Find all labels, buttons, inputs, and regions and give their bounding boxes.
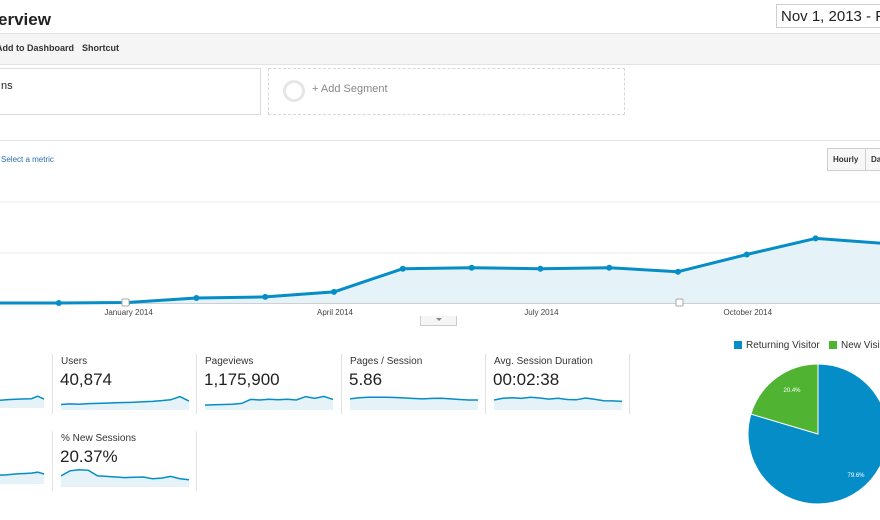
metric-divider <box>196 431 197 491</box>
annotation-marker-icon[interactable] <box>675 298 684 307</box>
sparkline-line <box>494 396 623 403</box>
report-toolbar: Add to Dashboard Shortcut <box>0 33 880 65</box>
section-divider <box>0 140 880 141</box>
chart-data-point[interactable] <box>537 265 544 272</box>
pie-slice[interactable] <box>750 364 819 435</box>
chart-data-point[interactable] <box>468 264 475 271</box>
annotation-marker-icon[interactable] <box>121 298 130 307</box>
sparkline-area <box>0 472 44 484</box>
sessions-line-chart: January 2014 April 2014 July 2014 October 2… <box>0 201 880 317</box>
hourly-button[interactable]: Hourly <box>827 148 866 171</box>
add-segment-label: + Add Segment <box>312 83 388 95</box>
metric-new-sessions[interactable]: % New Sessions 20.37% <box>52 431 197 491</box>
chart-data-point[interactable] <box>55 300 62 306</box>
select-metric-link[interactable]: Select a metric <box>1 155 54 164</box>
x-tick-label: April 2014 <box>317 308 354 317</box>
chart-data-point[interactable] <box>812 235 819 242</box>
metric-label: % New Sessions <box>61 433 137 444</box>
metric-value: 1,175,900 <box>204 370 280 389</box>
page-title: erview <box>0 10 51 29</box>
metric-divider <box>629 354 630 414</box>
chevron-down-icon <box>436 318 442 321</box>
metric-sparkline <box>205 395 334 410</box>
metric-sparkline <box>494 396 623 410</box>
chart-data-point[interactable] <box>331 288 337 295</box>
pie-slice-label: 79.6% <box>847 473 865 479</box>
chart-expand-handle[interactable] <box>420 316 457 326</box>
chart-data-point[interactable] <box>193 295 200 301</box>
legend-label: Returning Visitor <box>746 340 820 351</box>
metric-avg-session-duration[interactable]: Avg. Session Duration 00:02:38 <box>485 354 630 414</box>
metric-pages-per-session[interactable]: Pages / Session 5.86 <box>341 354 486 414</box>
sparkline-line <box>350 396 478 401</box>
add-to-dashboard-button[interactable]: Add to Dashboard <box>0 43 74 53</box>
sparkline-area <box>61 396 189 410</box>
metric-sparkline-cutoff <box>0 471 45 484</box>
visitor-type-pie-chart: 79.6% 20.4% <box>748 364 880 505</box>
x-tick-label: October 2014 <box>724 308 773 317</box>
metric-value: 5.86 <box>349 370 383 389</box>
metric-value: 20.37% <box>60 447 118 466</box>
metric-sparkline <box>61 395 190 410</box>
chart-data-point[interactable] <box>262 293 269 300</box>
pie-slice-label: 20.4% <box>783 388 801 394</box>
metric-value: 40,874 <box>60 370 112 389</box>
metric-pageviews[interactable]: Pageviews 1,175,900 <box>196 354 341 414</box>
sparkline-area <box>0 396 44 408</box>
x-tick-label: July 2014 <box>524 308 559 317</box>
metric-sparkline-cutoff <box>0 395 45 408</box>
day-button[interactable]: Da <box>865 148 880 171</box>
add-segment-circle-icon <box>283 80 305 102</box>
sparkline-line <box>0 395 45 402</box>
metric-sparkline <box>61 468 190 487</box>
chart-data-point[interactable] <box>743 251 750 258</box>
metric-sparkline <box>350 396 478 410</box>
legend-item-new-visitor[interactable]: New Visitor <box>829 340 880 351</box>
chart-data-point[interactable] <box>675 268 681 275</box>
legend-item-returning-visitor[interactable]: Returning Visitor <box>734 340 820 351</box>
date-range-picker[interactable]: Nov 1, 2013 - Fe <box>776 4 880 28</box>
sparkline-line <box>61 395 190 406</box>
sparkline-line <box>0 471 45 476</box>
sparkline-line <box>205 395 334 406</box>
sparkline-area <box>494 397 622 410</box>
chart-data-point[interactable] <box>606 264 613 271</box>
shortcut-button[interactable]: Shortcut <box>82 43 119 53</box>
add-segment-button[interactable]: + Add Segment <box>268 68 625 115</box>
x-tick-label: January 2014 <box>104 308 153 317</box>
pie-slice[interactable] <box>748 364 880 505</box>
metric-label: Pageviews <box>205 356 254 367</box>
legend-label: New Visitor <box>841 340 880 351</box>
segment-all-sessions[interactable]: ns <box>0 68 261 115</box>
metric-label: Avg. Session Duration <box>494 356 593 367</box>
legend-swatch <box>734 341 742 349</box>
metric-value: 00:02:38 <box>493 370 560 389</box>
sparkline-area <box>350 397 478 410</box>
metric-label: Pages / Session <box>350 356 423 367</box>
sparkline-area <box>205 396 333 410</box>
chart-data-point[interactable] <box>399 265 406 272</box>
metric-users[interactable]: Users 40,874 <box>52 354 197 414</box>
metric-label: Users <box>61 356 88 367</box>
legend-swatch <box>829 341 837 349</box>
sparkline-line <box>61 468 190 481</box>
segment-label: ns <box>1 80 13 92</box>
chart-area-fill <box>0 238 880 303</box>
